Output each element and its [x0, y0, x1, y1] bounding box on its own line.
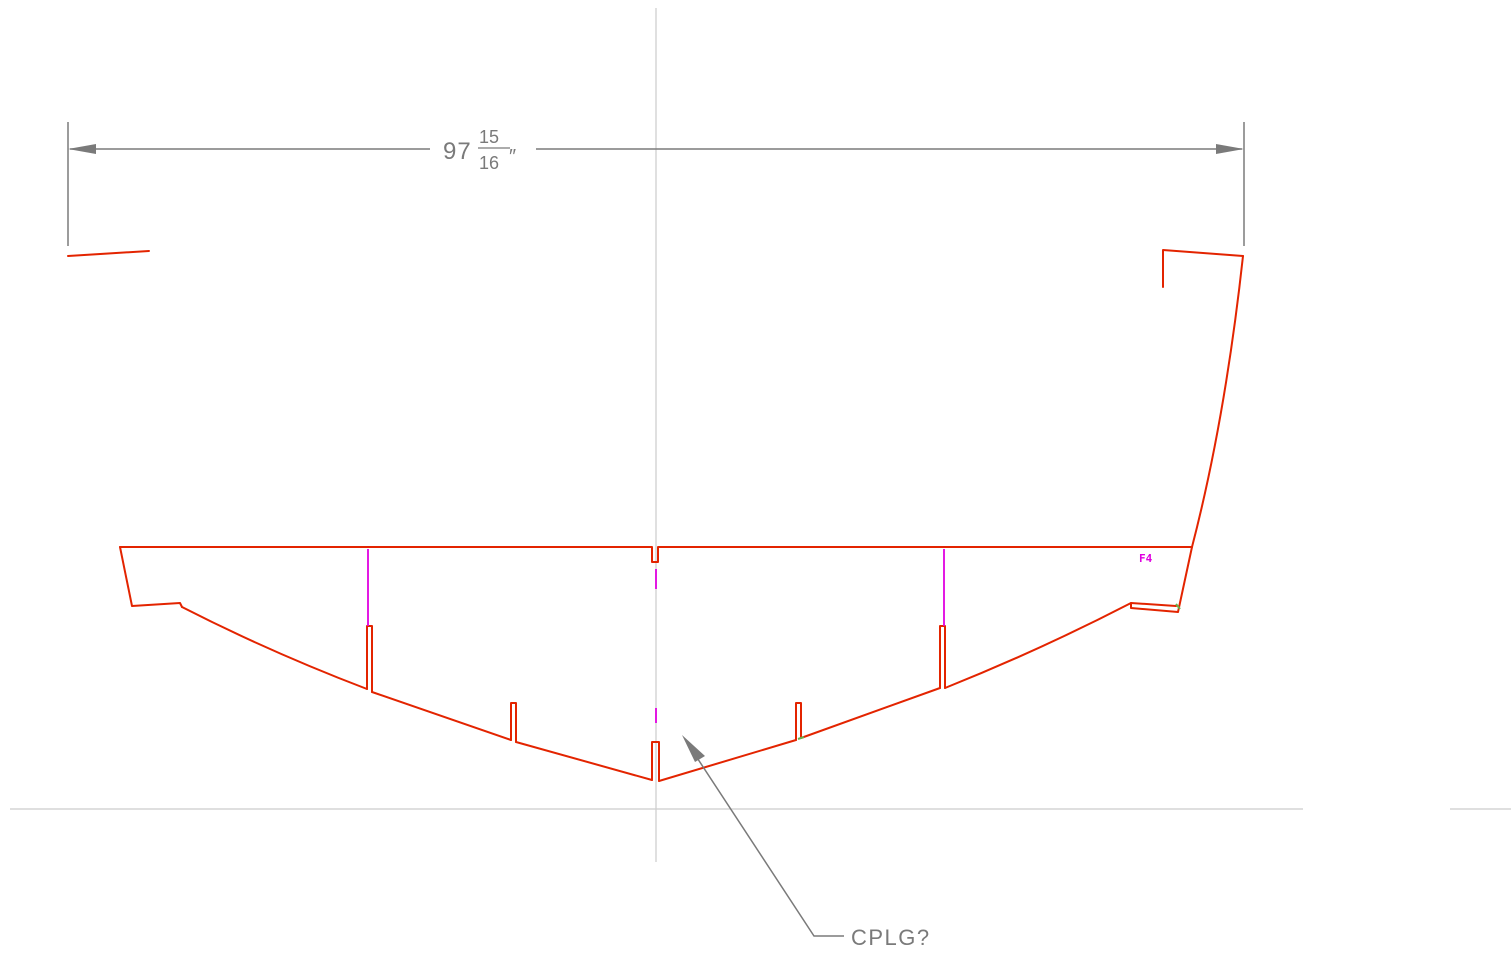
- sheer-right: [1162, 249, 1244, 288]
- dimension-label: 97 15 16 ″: [443, 127, 516, 173]
- leader-arrowhead: [682, 735, 705, 762]
- reference-lines: [10, 8, 1511, 862]
- bottom-segment-right-mid: [800, 687, 941, 739]
- leader-note-text: CPLG?: [851, 925, 931, 950]
- frame-right-end: [1130, 546, 1193, 613]
- leader-note: CPLG?: [682, 735, 931, 950]
- hull-section: [67, 249, 1244, 782]
- notch-left-longitudinal: [366, 625, 373, 693]
- dimension-arrow-right: [1216, 144, 1244, 154]
- frame-top-line: [119, 546, 1193, 563]
- notch-right-inner: [795, 702, 802, 741]
- hull-side-right: [1191, 255, 1244, 548]
- notch-right-longitudinal: [939, 625, 946, 689]
- bottom-curve-left-outer: [181, 606, 368, 690]
- deck-stub-left: [67, 250, 150, 257]
- accent-marks: [797, 603, 1181, 740]
- bottom-segment-right-keel: [658, 739, 797, 782]
- frame-tag: F4: [1139, 552, 1153, 565]
- keel-notch: [651, 741, 660, 782]
- accent-mark-bottom: [797, 736, 805, 740]
- bottom-curve-right-outer: [944, 602, 1132, 689]
- notch-left-inner: [510, 702, 517, 743]
- dimension-arrow-left: [68, 144, 96, 154]
- accent-mark-right-end: [1175, 603, 1181, 610]
- dimension-whole: 97: [443, 138, 472, 165]
- frame-left-end: [119, 546, 183, 608]
- bottom-segment-left-mid: [371, 691, 512, 741]
- dimension-numerator: 15: [479, 127, 499, 147]
- frame-lines: [367, 549, 945, 723]
- dimension-denominator: 16: [479, 153, 499, 173]
- bottom-segment-left-keel: [515, 741, 653, 781]
- overall-width-dimension: [67, 122, 1245, 246]
- leader-line: [689, 746, 844, 937]
- dimension-unit: ″: [509, 146, 516, 168]
